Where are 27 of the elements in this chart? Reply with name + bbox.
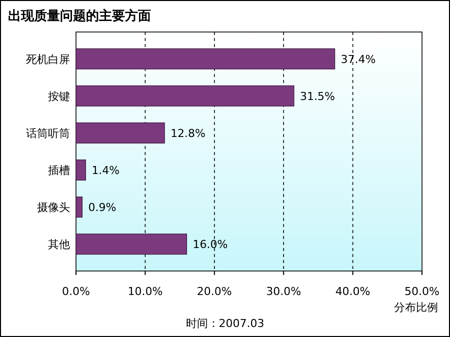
x-tick-label: 30.0%	[266, 285, 302, 298]
bar	[76, 234, 188, 255]
chart-title: 出现质量问题的主要方面	[8, 8, 151, 24]
bar	[76, 196, 83, 218]
data-label: 16.0%	[192, 238, 228, 252]
x-axis-title: 分布比例	[394, 301, 438, 314]
x-tick-label: 0.0%	[62, 285, 90, 298]
bar	[76, 48, 336, 70]
y-tick-label: 其他	[48, 238, 70, 252]
y-tick-label: 插槽	[48, 164, 70, 178]
data-label: 37.4%	[340, 52, 376, 66]
bar	[76, 122, 165, 144]
data-label: 0.9%	[88, 201, 116, 214]
bar	[76, 85, 294, 106]
text: 时间：2007.03	[186, 317, 264, 330]
bar	[76, 160, 86, 181]
x-tick-label: 50.0%	[404, 285, 440, 298]
y-tick-label: 按键	[48, 90, 70, 103]
x-tick-label: 20.0%	[196, 285, 232, 298]
y-tick-label: 死机白屏	[26, 52, 70, 66]
data-label: 12.8%	[170, 126, 206, 140]
x-tick-label: 10.0%	[128, 285, 163, 298]
data-label: 31.5%	[300, 90, 335, 103]
y-tick-label: 摄像头	[37, 201, 70, 214]
data-label: 1.4%	[92, 164, 120, 178]
x-tick-label: 40.0%	[335, 285, 370, 298]
y-tick-label: 话筒听筒	[26, 126, 70, 140]
